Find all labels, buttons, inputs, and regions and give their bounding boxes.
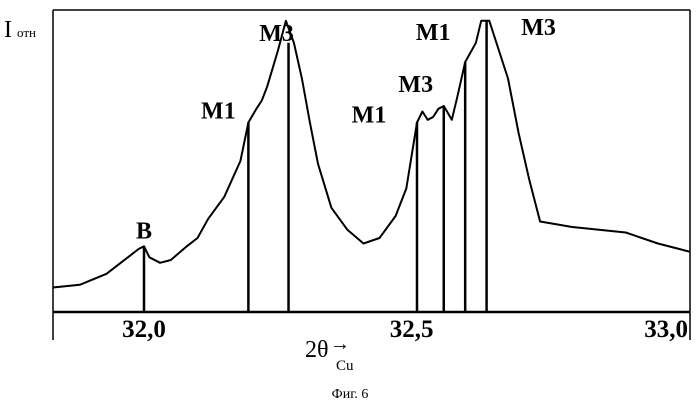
x-tick-label: 32,0: [122, 316, 166, 343]
peak-label-m3: M3: [521, 15, 556, 41]
peak-label-m3: M3: [259, 21, 294, 47]
peak-label-m1: M1: [416, 20, 451, 46]
x-tick-label: 33,0: [644, 316, 688, 343]
peak-label-b: B: [136, 218, 152, 244]
x-axis-label-main: 2θ: [305, 337, 329, 363]
x-tick-layer: 32,0 32,5 33,0: [122, 316, 688, 343]
y-axis-label: I отн: [4, 17, 36, 43]
y-axis-label-sub: отн: [17, 25, 36, 40]
peak-label-m1: M1: [352, 103, 387, 129]
peak-label-layer: B M1 M3 M1 M3 M1 M3: [136, 15, 556, 245]
diffraction-profile-line: [53, 21, 690, 288]
x-tick-label: 32,5: [390, 316, 434, 343]
x-axis-label-arrow: →: [330, 333, 350, 355]
figure-caption: Фиг. 6: [332, 387, 369, 402]
peak-label-m3: M3: [398, 72, 433, 98]
y-axis-label-main: I: [4, 17, 12, 43]
x-axis-label: 2θ Cu →: [305, 333, 354, 374]
peak-stick-layer: [144, 21, 487, 312]
peak-label-m1: M1: [201, 99, 236, 125]
x-axis-label-sub: Cu: [336, 358, 354, 374]
